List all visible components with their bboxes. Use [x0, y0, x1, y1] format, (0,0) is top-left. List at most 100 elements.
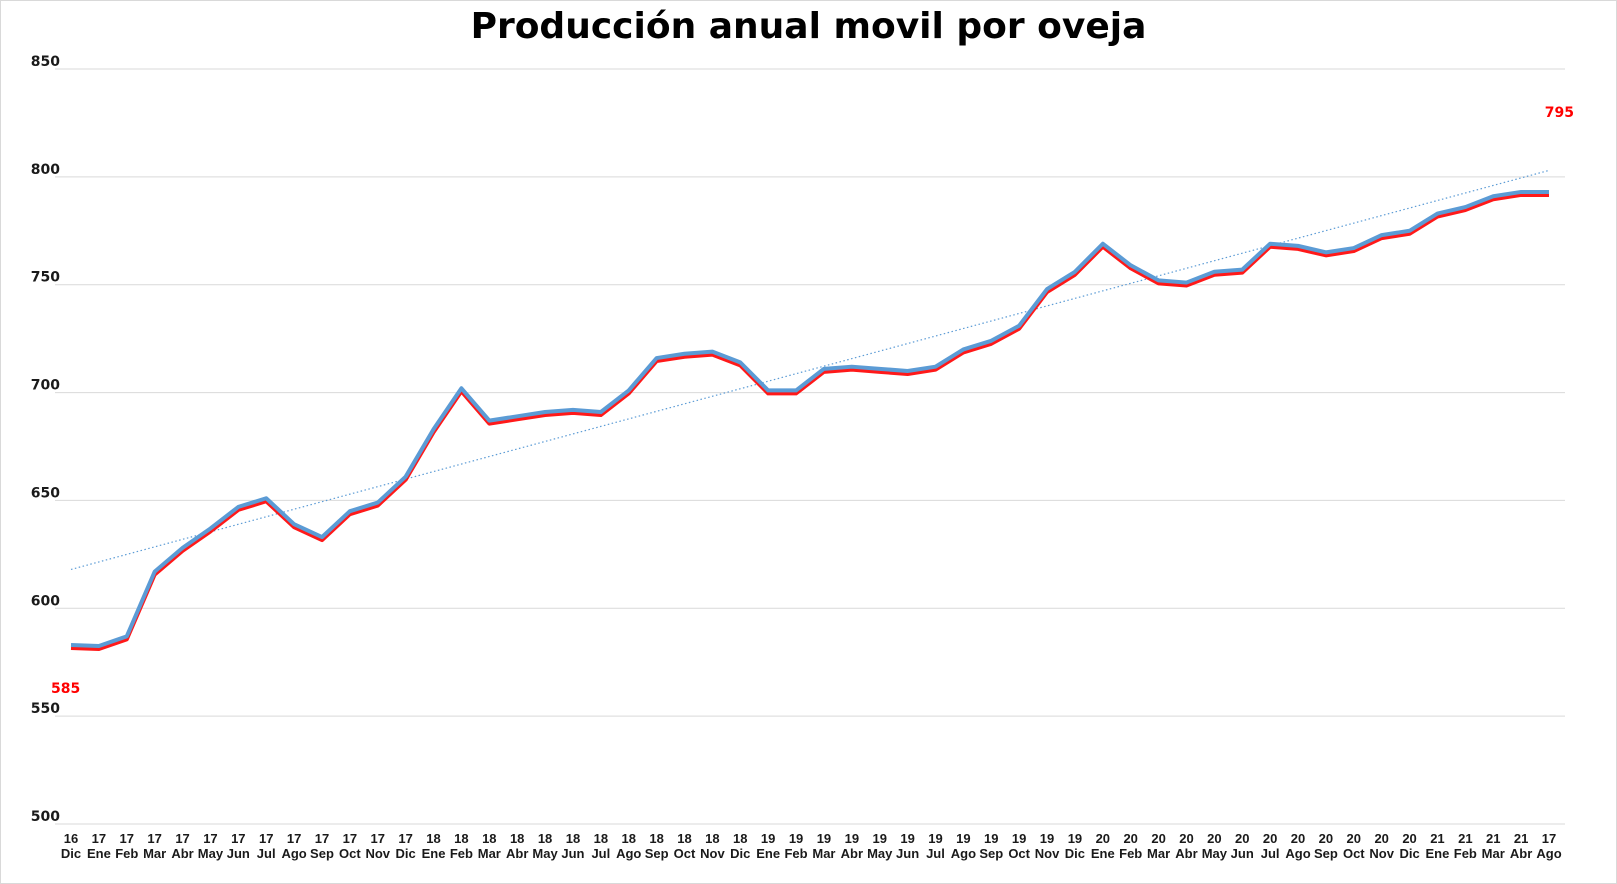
x-tick-month: Nov	[1369, 846, 1394, 861]
x-tick-month: May	[532, 846, 558, 861]
x-tick-year: 17	[315, 831, 329, 846]
x-tick-year: 17	[287, 831, 301, 846]
x-tick-year: 19	[928, 831, 942, 846]
x-tick-month: May	[867, 846, 893, 861]
series-points	[69, 190, 1551, 648]
x-tick-month: Mar	[812, 846, 835, 861]
y-tick-label: 500	[31, 809, 60, 825]
x-tick-month: Mar	[143, 846, 166, 861]
y-tick-label: 750	[31, 270, 60, 286]
x-tick-month: Dic	[61, 846, 81, 861]
x-tick-year: 21	[1514, 831, 1528, 846]
x-tick-year: 17	[147, 831, 161, 846]
x-tick-month: Jun	[896, 846, 919, 861]
x-tick-month: Abr	[841, 846, 863, 861]
x-tick-month: Ago	[1536, 846, 1561, 861]
x-tick-year: 19	[761, 831, 775, 846]
x-tick-month: Ago	[951, 846, 976, 861]
x-tick-year: 20	[1263, 831, 1277, 846]
x-tick-month: Sep	[310, 846, 334, 861]
x-tick-year: 21	[1430, 831, 1444, 846]
x-tick-year: 17	[259, 831, 273, 846]
x-tick-year: 16	[64, 831, 78, 846]
x-tick-month: Mar	[1147, 846, 1170, 861]
x-tick-month: Feb	[115, 846, 138, 861]
x-tick-year: 18	[705, 831, 719, 846]
x-tick-year: 18	[454, 831, 468, 846]
x-tick-year: 17	[92, 831, 106, 846]
x-tick-month: Abr	[1175, 846, 1197, 861]
x-tick-year: 18	[566, 831, 580, 846]
x-tick-year: 19	[1040, 831, 1054, 846]
x-tick-year: 20	[1179, 831, 1193, 846]
x-tick-year: 18	[649, 831, 663, 846]
x-tick-month: Ene	[756, 846, 780, 861]
x-tick-year: 17	[231, 831, 245, 846]
x-tick-year: 20	[1402, 831, 1416, 846]
x-tick-month: Nov	[1035, 846, 1060, 861]
x-tick-month: Nov	[700, 846, 725, 861]
first-value-label: 585	[51, 681, 80, 697]
x-tick-month: Ene	[422, 846, 446, 861]
x-tick-month: Jul	[591, 846, 610, 861]
x-tick-month: Jul	[257, 846, 276, 861]
y-tick-label: 650	[31, 485, 60, 501]
x-tick-year: 19	[984, 831, 998, 846]
y-axis-ticks: 500 550 600 650 700 750 800 850	[31, 54, 60, 825]
x-tick-year: 18	[482, 831, 496, 846]
x-tick-month: Sep	[979, 846, 1003, 861]
x-tick-year: 20	[1235, 831, 1249, 846]
x-tick-month: Mar	[1482, 846, 1505, 861]
trendline	[70, 169, 1550, 571]
x-tick-year: 19	[789, 831, 803, 846]
y-tick-label: 800	[31, 162, 60, 178]
x-tick-month: Ago	[616, 846, 641, 861]
x-tick-month: Jul	[926, 846, 945, 861]
x-tick-year: 20	[1374, 831, 1388, 846]
x-tick-year: 19	[956, 831, 970, 846]
x-tick-month: Sep	[645, 846, 669, 861]
x-tick-year: 17	[175, 831, 189, 846]
x-tick-year: 17	[343, 831, 357, 846]
x-tick-month: Abr	[1510, 846, 1532, 861]
x-tick-year: 21	[1458, 831, 1472, 846]
x-tick-year: 18	[594, 831, 608, 846]
y-tick-label: 550	[31, 701, 60, 717]
x-tick-year: 17	[203, 831, 217, 846]
series-shadow-line	[70, 192, 1549, 652]
x-tick-month: Oct	[1343, 846, 1365, 861]
x-tick-month: Dic	[730, 846, 750, 861]
x-tick-month: Oct	[674, 846, 696, 861]
x-tick-year: 19	[872, 831, 886, 846]
x-tick-year: 19	[817, 831, 831, 846]
x-tick-month: Jun	[1231, 846, 1254, 861]
